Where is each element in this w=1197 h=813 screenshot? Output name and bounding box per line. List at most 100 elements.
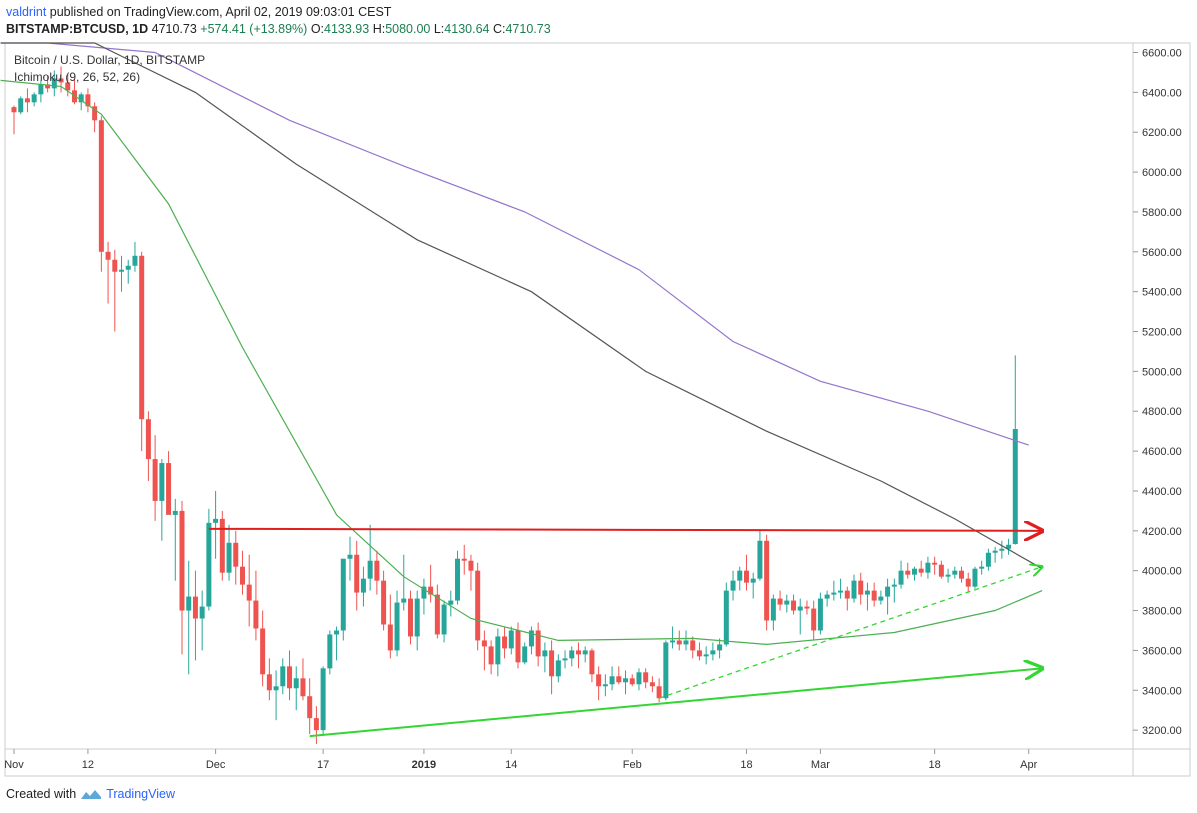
candle-up (226, 524, 232, 581)
candle-body (885, 586, 891, 597)
candle-body (98, 120, 104, 252)
candle-body (562, 658, 568, 661)
candle-body (334, 630, 340, 635)
candle-up (132, 241, 138, 272)
candle-body (528, 630, 534, 647)
candle-up (119, 255, 125, 292)
candle-body (199, 606, 205, 619)
candle-body (683, 640, 689, 645)
candle-body (992, 550, 998, 553)
candle-body (461, 558, 467, 561)
tradingview-brand-link[interactable]: TradingView (106, 787, 175, 801)
time-tick-label: Mar (811, 759, 830, 771)
price-axis[interactable]: 3200.00 3400.00 3600.00 3800.00 4000.00 4200.… (1133, 48, 1182, 738)
candle-up (327, 630, 333, 675)
candle-body (952, 570, 958, 575)
candle-up (636, 668, 642, 691)
candle-down (918, 560, 924, 577)
time-tick-label: Nov (4, 759, 24, 771)
candle-body (811, 608, 817, 631)
candle-body (58, 78, 64, 83)
candle-body (831, 592, 837, 595)
candle-up (730, 570, 736, 601)
candle-body (78, 94, 84, 103)
candle-body (670, 640, 676, 643)
candle-body (979, 566, 985, 569)
candle-up (334, 626, 340, 661)
candle-body (313, 718, 319, 731)
candle-body (266, 674, 272, 691)
candle-body (905, 570, 911, 575)
candle-up (172, 498, 178, 581)
candle-body (656, 686, 662, 699)
author-link[interactable]: valdrint (6, 5, 47, 19)
candle-body (784, 600, 790, 605)
price-tick-label: 4600.00 (1142, 446, 1182, 458)
candle-down (233, 530, 239, 585)
candle-body (253, 600, 259, 629)
candle-down (85, 88, 91, 113)
candle-down (313, 706, 319, 745)
candle-up (206, 508, 212, 611)
candle-body (959, 570, 965, 579)
time-axis[interactable]: Nov 12 Dec 17 2019 14 Feb 18 Mar 18 Apr (4, 749, 1038, 771)
publish-info: published on TradingView.com, April 02, … (49, 5, 392, 19)
candle-down (260, 610, 266, 687)
candle-down (696, 642, 702, 661)
time-tick-label: Apr (1020, 759, 1037, 771)
candle-body (112, 259, 118, 272)
candle-up (670, 626, 676, 649)
candle-body (448, 600, 454, 605)
candle-body (475, 570, 481, 641)
candle-body (387, 624, 393, 651)
candle-body (320, 668, 326, 731)
candle-up (522, 642, 528, 665)
candle-up (885, 578, 891, 615)
candle-down (98, 116, 104, 272)
price-tick-label: 5000.00 (1142, 366, 1182, 378)
candle-body (522, 646, 528, 663)
candle-body (757, 540, 763, 579)
close-label: C: (492, 22, 506, 36)
candle-up (945, 568, 951, 583)
candle-down (287, 650, 293, 701)
candle-body (213, 518, 219, 523)
candle-up (31, 92, 37, 107)
candle-body (972, 568, 978, 587)
price-change: +574.41 (+13.89%) (200, 22, 308, 36)
candle-up (448, 590, 454, 617)
candle-up (851, 574, 857, 603)
price-tick-label: 6400.00 (1142, 87, 1182, 99)
candle-body (676, 640, 682, 645)
candle-down (253, 570, 259, 641)
candle-body (340, 558, 346, 631)
candle-body (717, 644, 723, 651)
candle-body (354, 554, 360, 593)
candle-up (864, 582, 870, 611)
candle-body (219, 518, 225, 573)
candle-down (858, 572, 864, 605)
candle-up (623, 670, 629, 695)
candle-body (616, 676, 622, 683)
candle-up (911, 566, 917, 581)
candle-up (663, 640, 669, 701)
candle-down (166, 451, 172, 515)
candle-up (78, 92, 84, 111)
candle-body (723, 590, 729, 645)
candle-up (542, 642, 548, 673)
candle-down (535, 622, 541, 667)
candle-body (985, 552, 991, 567)
candle-down (266, 658, 272, 701)
candle-body (45, 84, 51, 89)
candle-up (1012, 355, 1018, 545)
support-arrow (309, 668, 1042, 738)
price-tick-label: 3800.00 (1142, 606, 1182, 618)
candle-body (911, 568, 917, 575)
candle-body (898, 570, 904, 585)
candle-body (649, 682, 655, 687)
candle-body (260, 628, 266, 675)
candle-body (925, 562, 931, 573)
candle-body (858, 580, 864, 595)
last-price: 4710.73 (151, 22, 197, 36)
